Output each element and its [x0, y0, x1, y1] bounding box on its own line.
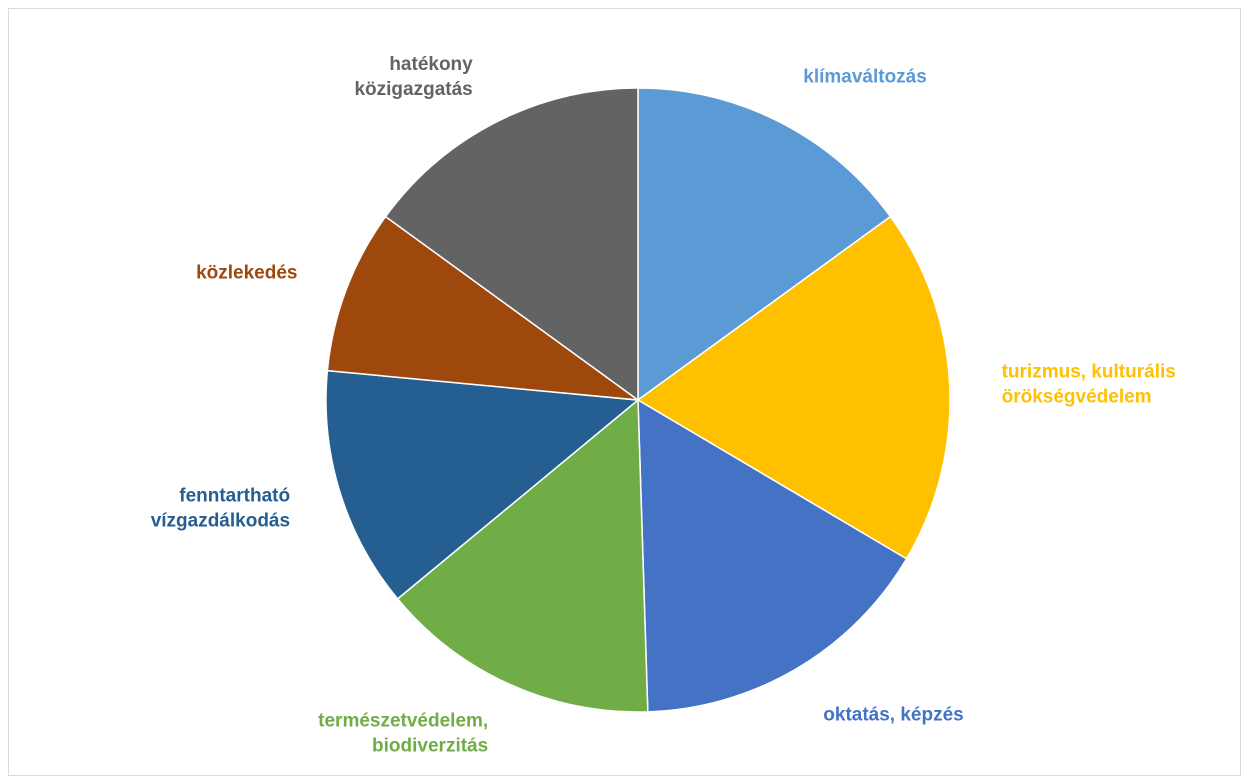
- slice-label-line: örökségvédelem: [1002, 386, 1152, 407]
- slice-label-4: fenntartható vízgazdálkodás: [151, 486, 290, 532]
- slice-label-0: klímaváltozás: [803, 67, 927, 88]
- slice-label-line: oktatás, képzés: [823, 704, 963, 725]
- chart-area: klímaváltozás turizmus, kulturális örökség…: [8, 8, 1241, 776]
- slice-label-line: természetvédelem,: [318, 710, 488, 731]
- slice-label-6: hatékony közigazgatás: [354, 54, 473, 100]
- pie-slice-1: [636, 215, 951, 560]
- slice-label-line: közigazgatás: [354, 79, 472, 100]
- slice-label-line: turizmus, kulturális: [1002, 361, 1176, 382]
- slice-label-3: természetvédelem, biodiverzitás: [318, 710, 488, 756]
- slice-label-line: biodiverzitás: [372, 735, 488, 756]
- slice-label-2: oktatás, képzés: [823, 704, 963, 725]
- slice-label-line: vízgazdálkodás: [151, 511, 290, 532]
- pie-chart: klímaváltozás turizmus, kulturális örökség…: [151, 54, 1176, 756]
- slice-label-5: közlekedés: [196, 262, 297, 283]
- pie-slice-0: [637, 87, 892, 402]
- slice-label-line: hatékony: [389, 54, 473, 75]
- pie-slice-4: [325, 369, 640, 600]
- pie-slice-3: [396, 398, 649, 713]
- slice-label-line: fenntartható: [179, 486, 290, 507]
- slice-label-1: turizmus, kulturális örökségvédelem: [1002, 361, 1176, 407]
- pie-slice-5: [326, 215, 641, 402]
- pie-slice-2: [637, 398, 908, 713]
- slice-label-line: közlekedés: [196, 262, 297, 283]
- pie-slice-6: [384, 87, 639, 402]
- slice-label-line: klímaváltozás: [803, 67, 927, 88]
